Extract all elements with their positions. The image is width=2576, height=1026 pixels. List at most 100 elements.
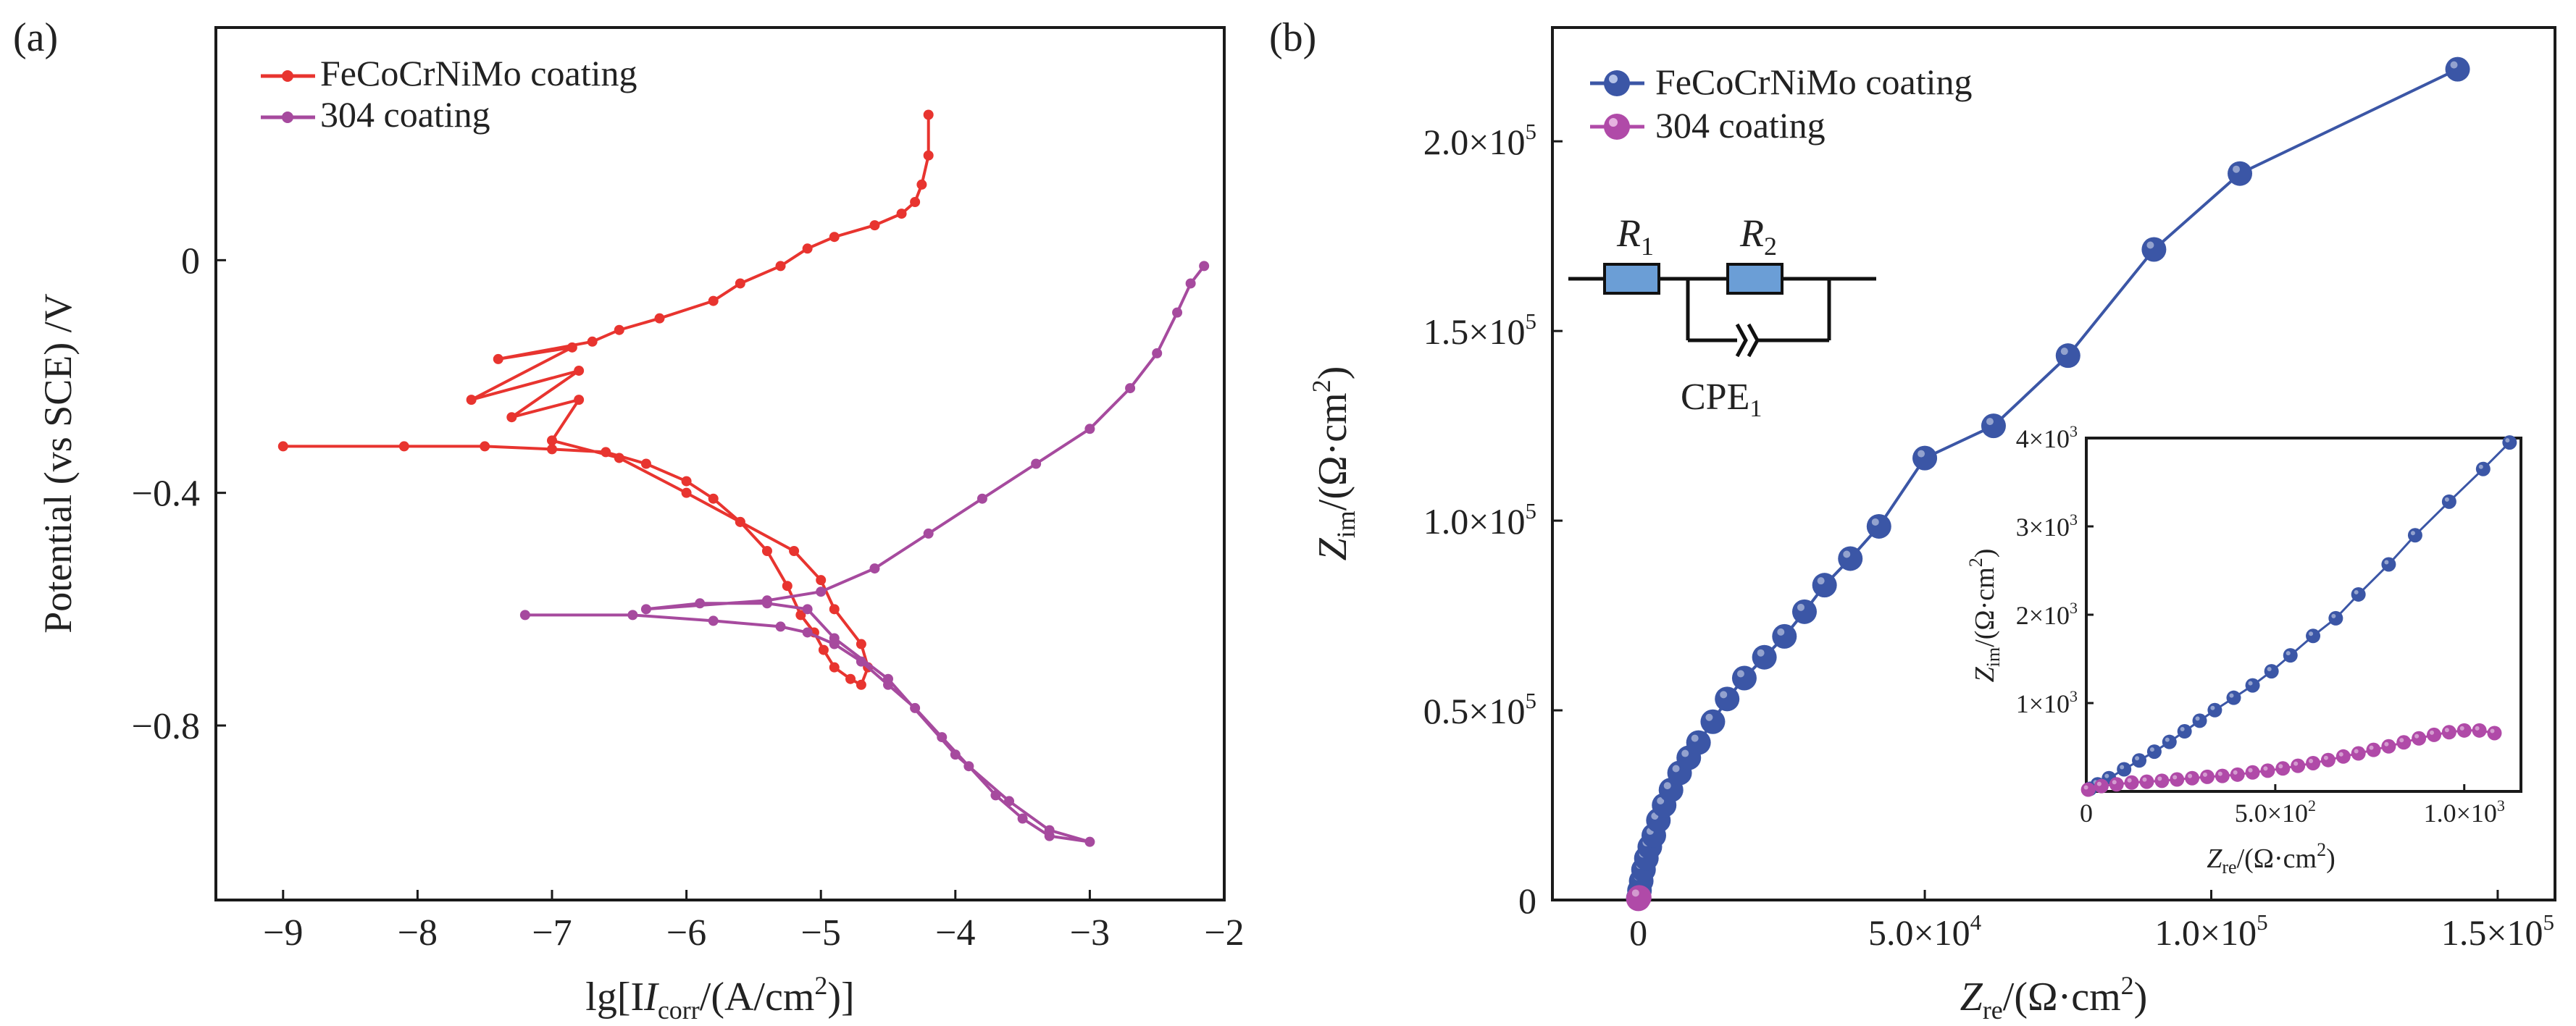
data-point-304 [963, 761, 974, 772]
y-tick-label: 1.5×105 [1423, 308, 1536, 352]
data-point-highlight [2309, 631, 2314, 636]
inset-x-tick-label: 0 [2080, 799, 2093, 828]
data-point-fecocrnimo [845, 673, 856, 684]
data-point-fecocrnimo [1715, 686, 1740, 712]
panel-a-y-ticks: 0 −0.4 −0.8 [132, 240, 226, 747]
inset-data-point-304 [2456, 723, 2472, 738]
data-point-highlight [1918, 450, 1925, 458]
data-point-304 [1084, 424, 1095, 434]
inset-data-point-304 [2381, 739, 2396, 754]
data-point-highlight [2293, 761, 2299, 766]
data-point-fecocrnimo [480, 441, 490, 452]
panel-a-y-axis-label: Potential (vs SCE) /V [36, 293, 80, 634]
data-point-highlight [2354, 749, 2359, 754]
data-point-highlight [2096, 781, 2102, 786]
data-point-304 [695, 598, 706, 609]
data-point-304 [1044, 825, 1055, 836]
panel-a: (a) −9 −8 −7 −6 −5 −4 −3 −2 0 −0.4 −0.8 FeCoCrNiM… [13, 15, 1245, 1025]
panel-a-label: (a) [13, 15, 58, 60]
data-point-fecocrnimo [654, 313, 665, 324]
inset-data-point-304 [2275, 761, 2291, 776]
data-point-fecocrnimo [735, 516, 745, 527]
data-point-highlight [2157, 776, 2162, 781]
data-point-highlight [2083, 785, 2088, 790]
data-point-304 [1199, 261, 1210, 272]
data-point-fecocrnimo [1752, 644, 1777, 670]
data-point-fecocrnimo [910, 197, 921, 207]
data-point-304 [856, 656, 866, 667]
inset-data-point-fecocrnimo [2351, 586, 2366, 602]
inset-data-point-304 [2081, 782, 2096, 797]
data-point-highlight [2263, 766, 2268, 771]
inset-data-point-304 [2094, 778, 2109, 794]
data-point-fecocrnimo [782, 581, 793, 592]
x-tick-label: 1.5×105 [2441, 909, 2554, 953]
data-point-highlight [2165, 737, 2170, 742]
resistor-r1 [1603, 263, 1660, 295]
inset-y-tick-label: 3×103 [2016, 510, 2078, 542]
data-point-304 [1626, 885, 1652, 910]
data-point-highlight [2210, 705, 2215, 710]
panel-a-series [277, 109, 1210, 847]
data-point-highlight [1720, 691, 1728, 699]
data-point-highlight [2217, 771, 2222, 776]
data-point-highlight [2475, 726, 2480, 731]
inset-data-point-fecocrnimo [2177, 724, 2192, 739]
data-point-highlight [1757, 649, 1765, 657]
data-point-highlight [2354, 589, 2359, 594]
inset-y-tick-label: 1×103 [2016, 687, 2078, 718]
data-point-304 [1031, 458, 1042, 469]
data-point-fecocrnimo [2055, 343, 2081, 369]
data-point-fecocrnimo [761, 546, 772, 556]
data-point-fecocrnimo [818, 644, 829, 655]
series-line-304 [524, 265, 1205, 844]
data-point-highlight [2173, 775, 2178, 780]
data-point-fecocrnimo [398, 441, 409, 452]
data-point-highlight [2233, 770, 2238, 775]
data-point-304 [627, 610, 638, 621]
data-point-304 [977, 493, 987, 504]
data-point-highlight [1681, 749, 1689, 757]
y-tick-label: 1.0×105 [1423, 498, 1536, 542]
inset-x-tick-label: 1.0×103 [2424, 796, 2505, 828]
inset-data-point-fecocrnimo [2441, 494, 2456, 509]
data-point-highlight [2384, 560, 2389, 565]
y-tick-label: 0 [1518, 880, 1536, 921]
data-point-fecocrnimo [829, 604, 840, 615]
data-point-fecocrnimo [1686, 730, 1711, 755]
inset-data-point-fecocrnimo [2146, 744, 2162, 760]
data-point-304 [519, 610, 530, 621]
y-tick-label: 2.0×105 [1423, 119, 1536, 162]
x-tick-label: −6 [666, 912, 706, 954]
data-point-fecocrnimo [681, 487, 692, 498]
cpe-label: CPE1 [1681, 377, 1762, 422]
legend-label-fecocrnimo-b: FeCoCrNiMo coating [1655, 62, 1972, 102]
x-tick-label: 5.0×104 [1868, 909, 1982, 953]
data-point-highlight [2188, 773, 2193, 778]
inset-y-axis-label: Zim/(Ω·cm2) [1965, 549, 2004, 683]
data-point-highlight [1672, 765, 1680, 773]
data-point-fecocrnimo [775, 261, 786, 272]
data-point-highlight [2278, 764, 2283, 769]
data-point-fecocrnimo [1731, 665, 1757, 691]
data-point-304 [1172, 307, 1183, 318]
legend-marker-304-b [1604, 114, 1630, 140]
data-point-fecocrnimo [2228, 161, 2253, 186]
legend-marker-highlight [1609, 118, 1618, 127]
x-tick-label: −7 [532, 912, 572, 954]
data-point-fecocrnimo [506, 412, 517, 423]
data-point-304 [829, 633, 840, 644]
data-point-highlight [2323, 755, 2328, 760]
data-point-highlight [2202, 772, 2207, 777]
data-point-highlight [2286, 651, 2291, 656]
inset-data-point-304 [2412, 731, 2427, 746]
data-point-fecocrnimo [587, 336, 598, 347]
x-tick-label: −8 [398, 912, 438, 954]
data-point-304 [802, 604, 813, 615]
inset-data-point-fecocrnimo [2192, 713, 2207, 728]
data-point-highlight [1871, 518, 1879, 526]
inset-data-point-fecocrnimo [2207, 702, 2222, 718]
data-point-highlight [2142, 777, 2147, 782]
data-point-304 [775, 621, 786, 632]
panel-b-x-axis-label: Zre/(Ω·cm2) [1960, 971, 2148, 1025]
